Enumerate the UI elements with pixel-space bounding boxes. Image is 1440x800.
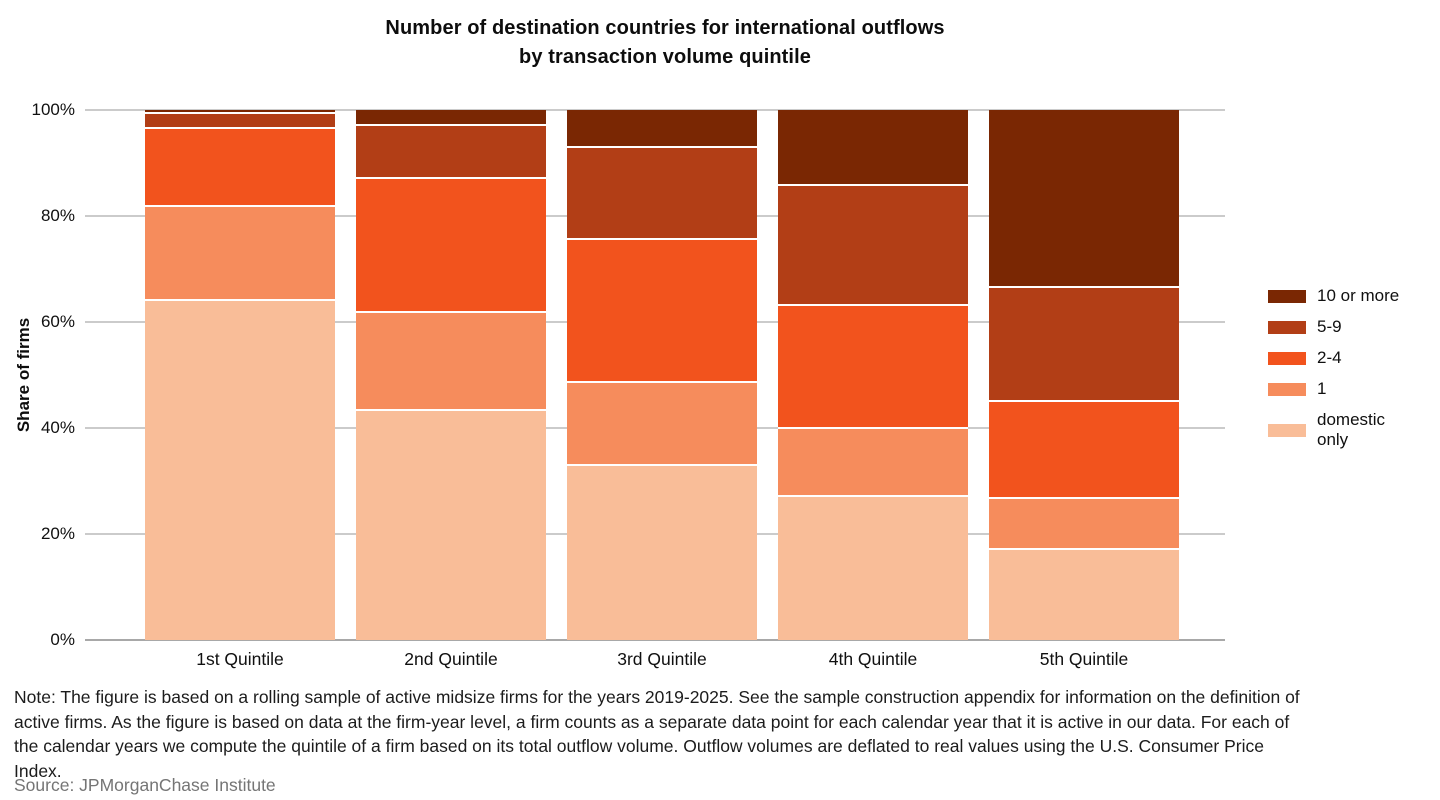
gridline-0pct [85,639,1225,641]
bar-segment-1-1st-quintile [145,204,335,300]
plot-area: 0% 20% 40% 60% 80% 100% 1st Quintile 2nd Quinti… [32,100,1225,669]
source-text: Source: JPMorganChase Institute [14,775,276,795]
legend-label-2-4: 2-4 [1317,348,1342,367]
chart-title-line-1: Number of destination countries for inte… [385,17,945,39]
legend: 10 or more 5-9 2-4 1 domestic only [1268,286,1413,450]
legend-item-5-9: 5-9 [1268,317,1413,337]
bar-segment-10-or-more-2nd-quintile [356,110,546,125]
bar-segment-2-4-2nd-quintile [356,176,546,312]
y-tick-label-40pct: 40% [40,418,75,437]
x-tick-label-3rd-quintile: 3rd Quintile [617,649,707,669]
legend-swatch-1 [1268,382,1306,396]
bar-segment-1-2nd-quintile [356,311,546,410]
y-tick-label-60pct: 60% [40,312,75,331]
legend-item-2-4: 2-4 [1268,348,1413,368]
bar-segment-domestic-only-4th-quintile [778,495,968,640]
bar-3rd-quintile [567,110,757,640]
bar-segment-2-4-4th-quintile [778,303,968,427]
legend-label-5-9: 5-9 [1317,317,1342,336]
note-text: Note: The figure is based on a rolling s… [14,687,1300,781]
bar-segment-2-4-1st-quintile [145,127,335,205]
bar-4th-quintile [778,110,968,640]
legend-swatch-10-or-more [1268,289,1306,303]
bar-segment-10-or-more-3rd-quintile [567,110,757,146]
legend-swatch-2-4 [1268,351,1306,365]
bar-segment-5-9-2nd-quintile [356,124,546,177]
bar-segment-1-5th-quintile [989,497,1179,549]
bar-segment-domestic-only-1st-quintile [145,299,335,640]
legend-item-1: 1 [1268,379,1413,399]
y-tick-label-0pct: 0% [50,630,75,649]
bar-segment-10-or-more-4th-quintile [778,110,968,184]
bar-segment-2-4-5th-quintile [989,400,1179,498]
chart-title: Number of destination countries for inte… [0,14,1330,72]
bar-segment-domestic-only-3rd-quintile [567,464,757,640]
bar-segment-domestic-only-2nd-quintile [356,409,546,640]
bar-segment-5-9-5th-quintile [989,286,1179,401]
x-tick-label-5th-quintile: 5th Quintile [1039,649,1129,669]
bar-segment-5-9-1st-quintile [145,112,335,128]
x-tick-label-1st-quintile: 1st Quintile [196,649,284,669]
legend-item-domestic-only: domestic only [1268,410,1413,450]
y-tick-label-100pct: 100% [31,100,75,119]
bar-1st-quintile [145,110,335,640]
bar-segment-2-4-3rd-quintile [567,237,757,382]
x-tick-label-4th-quintile: 4th Quintile [828,649,918,669]
bar-segment-10-or-more-1st-quintile [145,110,335,113]
bar-5th-quintile [989,110,1179,640]
bar-segment-domestic-only-5th-quintile [989,548,1179,640]
bar-segment-5-9-4th-quintile [778,183,968,304]
chart-title-line-2: by transaction volume quintile [519,46,811,68]
legend-label-10-or-more: 10 or more [1317,286,1400,305]
bar-segment-1-4th-quintile [778,426,968,496]
y-tick-label-80pct: 80% [40,206,75,225]
legend-label-domestic-only: domestic only [1317,410,1386,449]
legend-swatch-domestic-only [1268,423,1306,437]
x-tick-label-2nd-quintile: 2nd Quintile [404,649,498,669]
bar-segment-5-9-3rd-quintile [567,145,757,238]
bar-2nd-quintile [356,110,546,640]
bar-segment-10-or-more-5th-quintile [989,110,1179,287]
bar-segment-1-3rd-quintile [567,381,757,465]
legend-item-10-or-more: 10 or more [1268,286,1413,306]
legend-label-1: 1 [1317,379,1327,398]
legend-swatch-5-9 [1268,320,1306,334]
gridline-100pct [85,109,1225,111]
y-tick-label-20pct: 20% [40,524,75,543]
